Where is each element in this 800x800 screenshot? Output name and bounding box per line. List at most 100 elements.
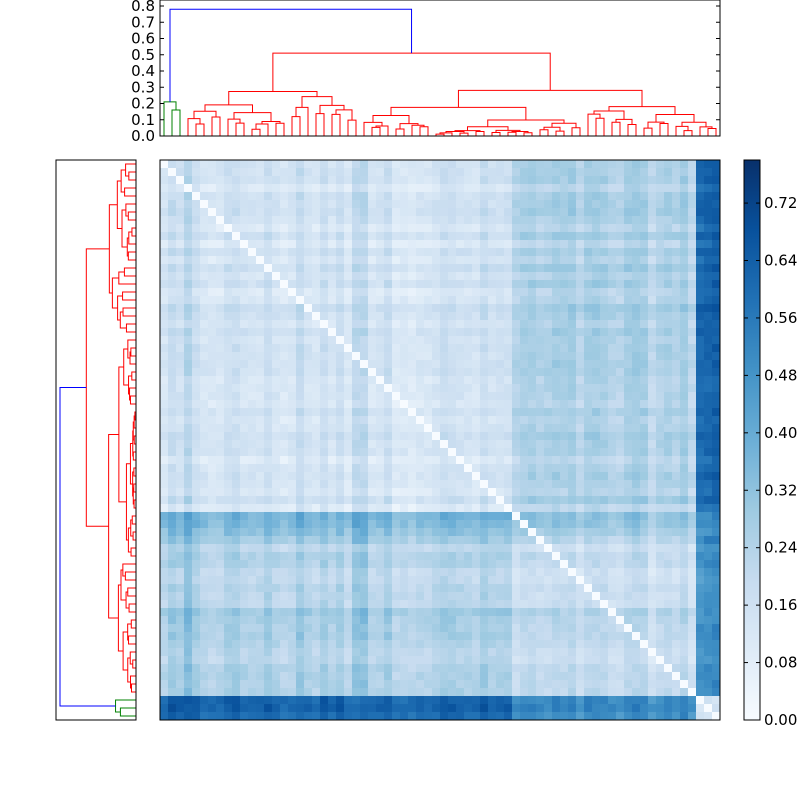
heatmap-cell [256,288,265,297]
heatmap-cell [440,392,449,401]
heatmap-cell [480,376,489,385]
heatmap-cell [192,504,201,513]
heatmap-cell [168,600,177,609]
heatmap-cell [456,336,465,345]
heatmap-cell [608,216,617,225]
heatmap-cell [288,568,297,577]
heatmap-cell [496,504,505,513]
heatmap-cell [304,624,313,633]
heatmap-cell [472,392,481,401]
heatmap-cell [392,528,401,537]
heatmap-cell [648,616,657,625]
heatmap-cell [376,232,385,241]
heatmap-cell [216,256,225,265]
heatmap-cell [240,344,249,353]
heatmap-cell [232,264,241,273]
heatmap-cell [200,384,209,393]
heatmap-cell [504,224,513,233]
heatmap-cell [320,448,329,457]
heatmap-cell [376,264,385,273]
heatmap-cell [288,536,297,545]
heatmap-cell [328,208,337,217]
heatmap-cell [216,336,225,345]
heatmap-cell [688,488,697,497]
heatmap-cell [384,328,393,337]
heatmap-cell [440,440,449,449]
heatmap-cell [680,632,689,641]
heatmap-cell [576,464,585,473]
heatmap-cell [672,448,681,457]
heatmap-cell [304,312,313,321]
heatmap-cell [248,200,257,209]
dendrogram-link [128,603,136,613]
heatmap-cell [352,496,361,505]
heatmap-cell [600,472,609,481]
heatmap-cell [248,360,257,369]
heatmap-cell [400,496,409,505]
heatmap-cell [648,192,657,201]
heatmap-cell [464,696,473,705]
heatmap-cell [456,176,465,185]
heatmap-cell [440,512,449,521]
heatmap-cell [216,496,225,505]
heatmap-cell [224,448,233,457]
heatmap-cell [312,240,321,249]
heatmap-cell [264,632,273,641]
heatmap-cell [632,376,641,385]
heatmap-cell [208,696,217,705]
heatmap-cell [568,656,577,665]
heatmap-cell [520,624,529,633]
heatmap-cell [200,344,209,353]
heatmap-cell [568,304,577,313]
heatmap-cell [408,368,417,377]
heatmap-cell [512,680,521,689]
heatmap-cell [312,312,321,321]
heatmap-cell [656,376,665,385]
heatmap-cell [568,408,577,417]
heatmap-cell [192,400,201,409]
heatmap-cell [520,544,529,553]
heatmap-cell [696,384,705,393]
heatmap-cell [336,384,345,393]
heatmap-cell [496,256,505,265]
heatmap-cell [576,240,585,249]
heatmap-cell [344,408,353,417]
heatmap-cell [552,200,561,209]
heatmap-cell [296,192,305,201]
heatmap-cell [640,640,649,649]
heatmap-cell [496,648,505,657]
heatmap-cell [488,472,497,481]
heatmap-cell [160,704,169,713]
heatmap-cell [376,480,385,489]
heatmap-cell [424,168,433,177]
heatmap-cell [712,480,721,489]
heatmap-cell [704,472,713,481]
heatmap-cell [488,176,497,185]
heatmap-cell [576,560,585,569]
heatmap-cell [216,504,225,513]
heatmap-cell [512,576,521,585]
heatmap-cell [216,400,225,409]
heatmap-cell [408,296,417,305]
heatmap-cell [280,488,289,497]
heatmap-cell [632,360,641,369]
heatmap-cell [432,656,441,665]
heatmap-cell [272,456,281,465]
heatmap-cell [584,480,593,489]
heatmap-cell [576,568,585,577]
heatmap-cell [616,608,625,617]
heatmap-cell [272,296,281,305]
heatmap-cell [328,688,337,697]
heatmap-cell [416,448,425,457]
heatmap-cell [184,168,193,177]
heatmap-cell [528,656,537,665]
heatmap-cell [712,624,721,633]
heatmap-cell [216,640,225,649]
heatmap-cell [208,304,217,313]
heatmap-cell [544,368,553,377]
heatmap-cell [328,264,337,273]
heatmap-cell [560,576,569,585]
heatmap-cell [448,240,457,249]
heatmap-cell [512,472,521,481]
heatmap-cell [696,656,705,665]
